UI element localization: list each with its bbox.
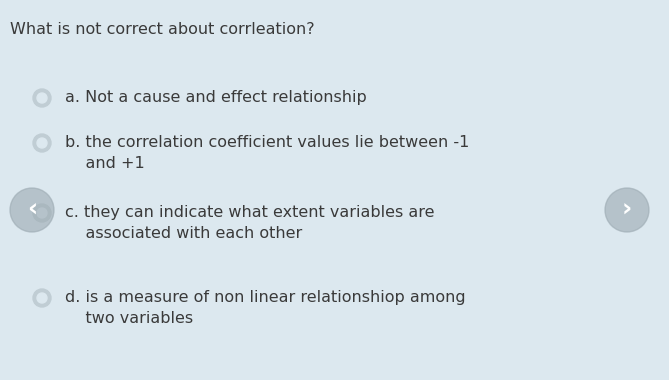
Circle shape bbox=[33, 89, 51, 107]
Circle shape bbox=[33, 289, 51, 307]
Circle shape bbox=[10, 188, 54, 232]
Text: ›: › bbox=[622, 198, 632, 222]
Circle shape bbox=[33, 134, 51, 152]
Text: d. is a measure of non linear relationshiop among
    two variables: d. is a measure of non linear relationsh… bbox=[65, 290, 466, 326]
Circle shape bbox=[33, 204, 51, 222]
Text: b. the correlation coefficient values lie between -1
    and +1: b. the correlation coefficient values li… bbox=[65, 135, 470, 171]
Circle shape bbox=[37, 293, 47, 303]
Circle shape bbox=[37, 93, 47, 103]
Text: ‹: ‹ bbox=[27, 198, 37, 222]
Circle shape bbox=[37, 208, 47, 218]
Circle shape bbox=[605, 188, 649, 232]
Text: What is not correct about corrleation?: What is not correct about corrleation? bbox=[10, 22, 314, 37]
Text: a. Not a cause and effect relationship: a. Not a cause and effect relationship bbox=[65, 90, 367, 105]
Text: c. they can indicate what extent variables are
    associated with each other: c. they can indicate what extent variabl… bbox=[65, 205, 434, 241]
Circle shape bbox=[37, 138, 47, 148]
